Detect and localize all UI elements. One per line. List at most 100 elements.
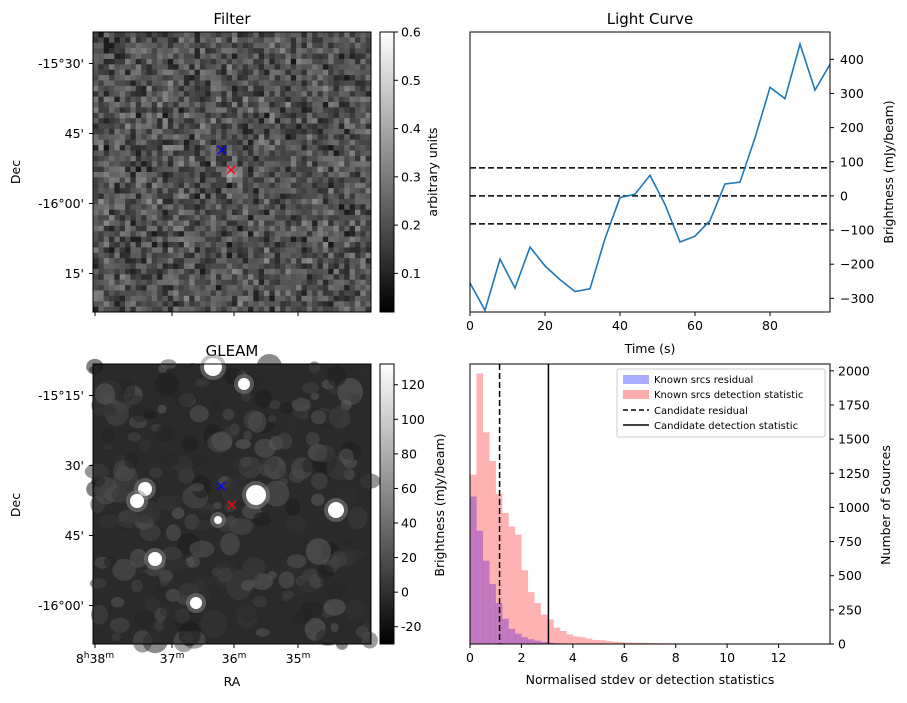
filter-pixel — [125, 177, 131, 183]
filter-pixel — [179, 237, 185, 243]
filter-pixel — [355, 269, 361, 275]
filter-pixel — [163, 80, 169, 86]
filter-pixel — [136, 43, 142, 49]
filter-pixel — [93, 59, 99, 65]
filter-pixel — [205, 301, 211, 307]
gleam-blob — [242, 563, 259, 581]
filter-pixel — [146, 140, 152, 146]
filter-pixel — [350, 167, 356, 173]
filter-pixel — [264, 32, 270, 38]
filter-pixel — [264, 107, 270, 113]
filter-pixel — [221, 140, 227, 146]
filter-pixel — [275, 134, 281, 140]
filter-pixel — [232, 134, 238, 140]
gleam-blob — [302, 382, 319, 394]
filter-pixel — [248, 161, 254, 167]
gleam-blob — [235, 439, 251, 449]
filter-pixel — [141, 129, 147, 135]
filter-pixel — [141, 107, 147, 113]
filter-pixel — [216, 264, 222, 270]
filter-pixel — [291, 253, 297, 259]
filter-pixel — [125, 48, 131, 54]
filter-pixel — [120, 296, 126, 302]
filter-pixel — [146, 242, 152, 248]
filter-pixel — [312, 274, 318, 280]
y-tick-label: -16°00' — [38, 196, 84, 211]
filter-pixel — [302, 172, 308, 178]
filter-pixel — [323, 274, 329, 280]
filter-pixel — [114, 140, 120, 146]
filter-pixel — [253, 140, 259, 146]
filter-pixel — [136, 215, 142, 221]
filter-pixel — [302, 237, 308, 243]
filter-pixel — [253, 32, 259, 38]
filter-pixel — [216, 301, 222, 307]
filter-pixel — [339, 188, 345, 194]
filter-pixel — [125, 210, 131, 216]
filter-pixel — [334, 113, 340, 119]
filter-pixel — [350, 290, 356, 296]
filter-pixel — [259, 290, 265, 296]
filter-pixel — [173, 269, 179, 275]
filter-pixel — [232, 183, 238, 189]
filter-pixel — [243, 54, 249, 60]
filter-pixel — [232, 145, 238, 151]
filter-pixel — [125, 64, 131, 70]
y-tick-label: 250 — [838, 602, 862, 617]
filter-pixel — [200, 269, 206, 275]
filter-pixel — [200, 75, 206, 81]
filter-pixel — [344, 86, 350, 92]
filter-pixel — [296, 102, 302, 108]
filter-pixel — [93, 226, 99, 232]
x-tick-label: 60 — [687, 318, 703, 333]
filter-pixel — [130, 150, 136, 156]
filter-pixel — [200, 226, 206, 232]
filter-pixel — [109, 188, 115, 194]
filter-pixel — [125, 231, 131, 237]
filter-pixel — [366, 242, 372, 248]
filter-pixel — [344, 290, 350, 296]
filter-pixel — [360, 80, 366, 86]
filter-pixel — [141, 140, 147, 146]
filter-pixel — [253, 247, 259, 253]
gleam-blob — [134, 610, 154, 629]
filter-pixel — [195, 156, 201, 162]
filter-pixel — [205, 91, 211, 97]
filter-pixel — [269, 220, 275, 226]
filter-pixel — [339, 220, 345, 226]
filter-pixel — [125, 124, 131, 130]
histogram-bar-detection — [560, 631, 567, 644]
filter-pixel — [355, 43, 361, 49]
filter-pixel — [195, 70, 201, 76]
filter-pixel — [328, 91, 334, 97]
filter-pixel — [259, 48, 265, 54]
filter-pixel — [360, 247, 366, 253]
filter-pixel — [366, 215, 372, 221]
filter-pixel — [318, 301, 324, 307]
filter-pixel — [307, 118, 313, 124]
filter-pixel — [152, 274, 158, 280]
filter-pixel — [141, 242, 147, 248]
filter-pixel — [227, 237, 233, 243]
filter-pixel — [355, 264, 361, 270]
filter-pixel — [195, 188, 201, 194]
filter-pixel — [184, 161, 190, 167]
filter-pixel — [130, 172, 136, 178]
filter-pixel — [109, 253, 115, 259]
filter-pixel — [280, 226, 286, 232]
filter-pixel — [114, 113, 120, 119]
filter-pixel — [307, 210, 313, 216]
filter-pixel — [114, 285, 120, 291]
filter-pixel — [157, 54, 163, 60]
filter-pixel — [104, 91, 110, 97]
filter-pixel — [195, 301, 201, 307]
filter-pixel — [205, 290, 211, 296]
filter-pixel — [259, 258, 265, 264]
filter-pixel — [366, 188, 372, 194]
filter-pixel — [328, 86, 334, 92]
filter-pixel — [318, 226, 324, 232]
filter-pixel — [157, 264, 163, 270]
filter-pixel — [253, 124, 259, 130]
filter-pixel — [259, 97, 265, 103]
filter-pixel — [350, 307, 356, 313]
